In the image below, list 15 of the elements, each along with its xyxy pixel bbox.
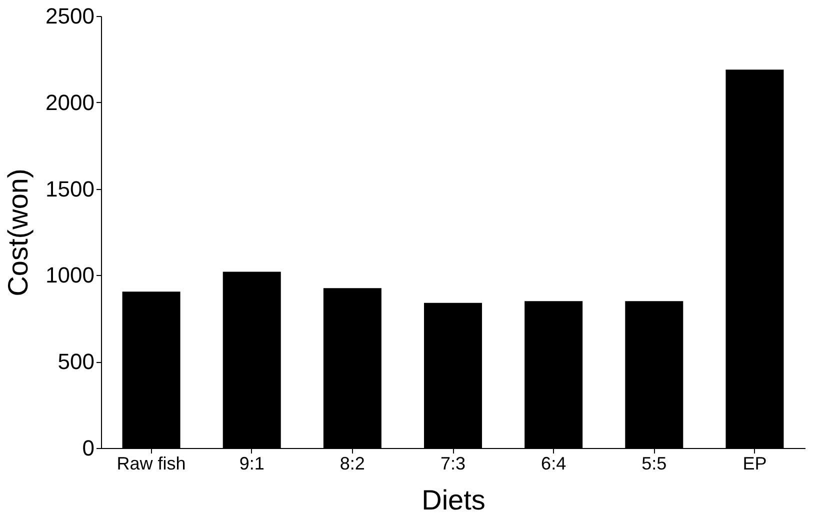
y-tick-label: 1500 xyxy=(46,176,94,202)
x-axis-title: Diets xyxy=(422,484,486,516)
x-tick-label: 6:4 xyxy=(541,454,566,474)
x-tick-label: 8:2 xyxy=(340,454,365,474)
y-tick-label: 500 xyxy=(58,349,94,374)
y-tick-label: 0 xyxy=(82,436,94,460)
y-axis-title: Cost(won) xyxy=(2,168,34,296)
x-tick-label: Raw fish xyxy=(116,454,186,474)
x-tick-label: 7:3 xyxy=(440,454,466,474)
y-tick-label: 2500 xyxy=(46,4,94,28)
x-tick-label: 9:1 xyxy=(239,454,264,474)
x-tick-label: 5:5 xyxy=(642,454,667,474)
y-tick-label: 2000 xyxy=(46,90,94,115)
x-tick-label: EP xyxy=(742,454,767,474)
y-tick-label: 1000 xyxy=(46,262,94,288)
